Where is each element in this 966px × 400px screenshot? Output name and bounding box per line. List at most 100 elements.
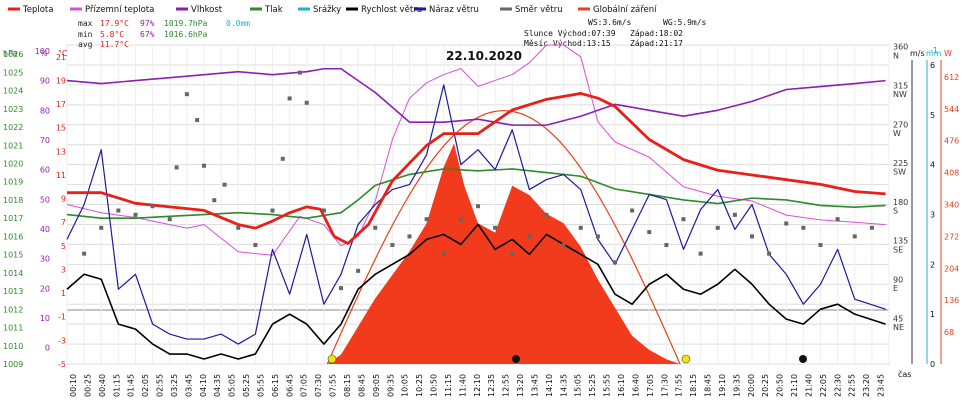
wind-dir-point [767,251,772,256]
stat-value: 0.0mm [226,19,250,28]
hpa-tick: 1021 [3,141,23,150]
time-tick: 19:35 [732,374,741,397]
c-tick: -3 [58,336,66,345]
time-tick: 17:55 [675,374,684,397]
wind-dir-point [212,198,217,203]
dir-tick: 360 [893,43,908,52]
time-tick: 21:40 [804,374,813,397]
legend-label: Tlak [264,5,283,15]
time-tick: 10:05 [401,374,410,397]
moon-set-text: Západ:21:17 [630,39,683,48]
ms-tick: -1 [930,46,938,55]
wind-dir-point [801,225,806,230]
legend-label: Teplota [22,5,53,15]
series-n-raz-v-tru [66,84,886,345]
time-tick: 08:45 [357,374,366,397]
time-tick: 00:40 [98,374,107,397]
hpa-tick: 1016 [3,232,23,241]
dir-tick: 180 [893,198,908,207]
wind-dir-point [578,225,583,230]
time-tick: 01:45 [127,374,136,397]
wind-dir-point [784,221,789,226]
time-tick: 04:10 [199,374,208,397]
time-tick: 13:45 [530,374,539,397]
wind-dir-point [407,234,412,239]
stat-value: 11.7°C [100,40,129,49]
pct-tick: 90 [40,77,50,86]
time-tick: 15:05 [574,374,583,397]
time-tick: 11:15 [444,374,453,397]
stat-label: min [78,30,93,39]
wind-dir-point [493,225,498,230]
time-tick: 12:55 [502,374,511,397]
hpa-tick: 1012 [3,305,23,314]
wind-dir-point [390,243,395,248]
wind-dir-point [184,92,189,97]
hpa-tick: 1018 [3,196,23,205]
wind-dir-point [356,268,361,273]
dir-tick: 225 [893,159,908,168]
c-tick: 3 [61,265,66,274]
time-tick: 18:15 [689,374,698,397]
dir-tick: N [893,51,899,60]
time-tick: 17:05 [646,374,655,397]
time-tick: 09:05 [372,374,381,397]
series-vlhkost [66,67,886,126]
wind-gust-text: WG:5.9m/s [663,18,707,27]
sunset-marker [681,354,691,364]
time-tick: 00:25 [83,374,92,397]
time-tick: 08:15 [343,374,352,397]
wind-dir-point [373,225,378,230]
legend-label: Náraz větru [429,5,479,15]
hpa-tick: 1010 [3,342,23,351]
time-tick: 12:35 [487,374,496,397]
wind-dir-point [715,225,720,230]
sun-curve [326,110,681,365]
wind-dir-point [253,243,258,248]
time-tick: 15:55 [603,374,612,397]
wind-dir-point [681,217,686,222]
hpa-tick: 1013 [3,287,23,296]
stat-value: 97% [140,19,155,28]
x-axis-label: čas [898,369,911,379]
pct-axis-label: % [40,49,48,58]
wind-dir-point [82,251,87,256]
wind-dir-point [732,212,737,217]
hpa-tick: 1022 [3,123,23,132]
wind-dir-point [297,70,302,75]
legend-label: Srážky [313,5,341,15]
time-tick: 22:30 [833,374,842,397]
c-tick: 19 [56,76,66,85]
dir-tick: 135 [893,237,908,246]
c-axis-label: °C [58,49,68,58]
wind-dir-point [664,243,669,248]
w-tick: 272 [944,232,959,241]
ms-tick: 5 [930,111,935,120]
time-tick: 22:55 [848,374,857,397]
time-tick: 13:20 [516,374,525,397]
legend-label: Vlhkost [191,5,223,15]
time-tick: 20:50 [776,374,785,397]
wind-dir-point [458,217,463,222]
dir-tick: 315 [893,82,908,91]
w-tick: 68 [944,328,954,337]
wind-dir-point [476,204,480,209]
time-tick: 20:00 [747,374,756,397]
dir-tick: S [893,207,898,216]
time-tick: 11:40 [458,374,467,397]
wind-dir-point [527,234,532,239]
wind-dir-point [852,234,857,239]
hpa-tick: 1023 [3,105,23,114]
series-teplota [67,92,886,245]
w-tick: 408 [944,169,959,178]
time-tick: 10:25 [415,374,424,397]
pct-tick: 80 [40,106,50,115]
ms-tick: 3 [930,210,935,219]
c-tick: 5 [61,242,66,251]
wind-dir-point [647,230,652,235]
hpa-tick: 1014 [3,269,23,278]
c-tick: -1 [58,313,66,322]
ms-tick: 2 [930,260,935,269]
chart-title: 22.10.2020 [446,49,522,63]
